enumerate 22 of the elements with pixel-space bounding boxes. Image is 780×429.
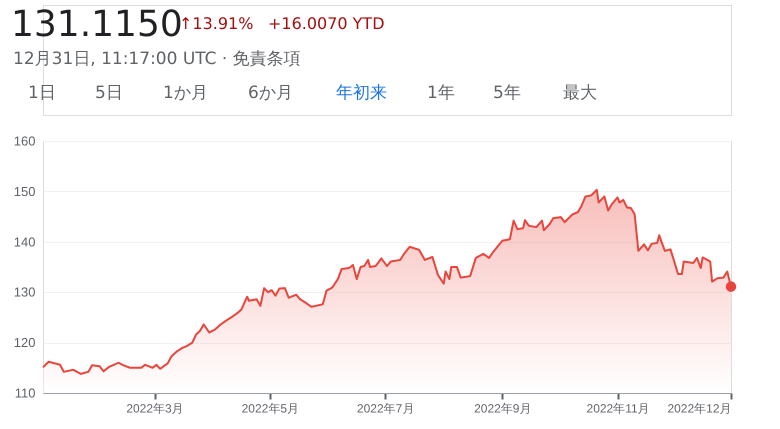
x-tick-label: 2022年5月	[242, 402, 299, 416]
chart-subtitle: 12月31日, 11:17:00 UTC · 免責条項	[13, 49, 301, 69]
text: 年初来	[336, 83, 387, 103]
text: +16.0070 YTD	[268, 14, 385, 33]
x-tick-label: 2022年3月	[126, 402, 184, 416]
x-tick-label: 2022年7月	[356, 402, 414, 416]
y-tick-label: 120	[14, 335, 36, 350]
text: 5年	[493, 83, 521, 103]
text: 1日	[28, 83, 56, 103]
x-tick-label: 2022年9月	[474, 402, 532, 416]
y-tick-label: 130	[14, 284, 36, 300]
x-tick-label: 2022年12月	[667, 402, 732, 416]
text: 最大	[563, 83, 597, 103]
text: 1か月	[163, 83, 208, 103]
x-tick-label: 2022年11月	[586, 402, 650, 416]
text: 5日	[95, 83, 123, 103]
y-tick-label: 140	[14, 234, 36, 250]
text: 6か月	[248, 83, 293, 103]
y-tick-label: 160	[14, 134, 36, 148]
y-tick-label: 110	[14, 386, 36, 400]
text: 1年	[427, 83, 455, 103]
y-tick-label: 150	[14, 184, 36, 199]
